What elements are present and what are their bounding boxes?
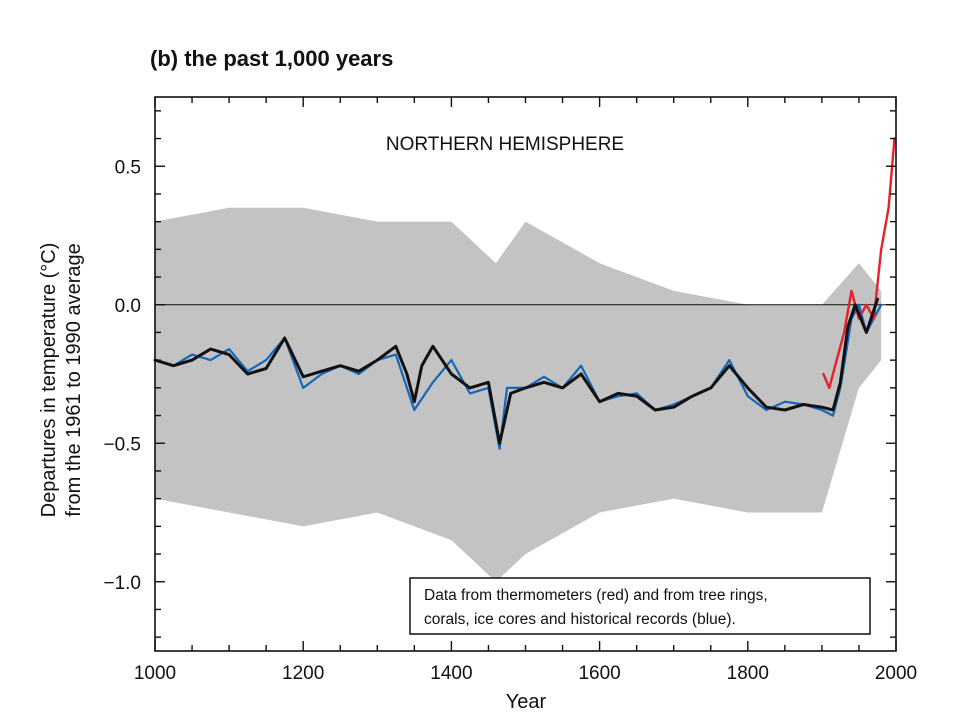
y-tick-label: 0.0: [115, 296, 141, 317]
uncertainty-band-layer: [155, 207, 882, 582]
y-axis-title-line-1: Departures in temperature (°C): [38, 243, 60, 518]
y-tick-label: −0.5: [103, 434, 141, 455]
x-tick-label: 2000: [875, 663, 917, 684]
x-axis-title: Year: [506, 691, 547, 713]
uncertainty-band: [155, 207, 882, 582]
x-tick-label: 1600: [578, 663, 620, 684]
legend-box: [409, 577, 871, 635]
x-tick-label: 1400: [430, 663, 472, 684]
smoothed-series-line: [153, 297, 879, 445]
x-tick-label: 1000: [134, 663, 176, 684]
region-annotation: NORTHERN HEMISPHERE: [386, 134, 624, 155]
legend: Data from thermometers (red) and from tr…: [409, 577, 871, 635]
series-layer: [153, 137, 896, 450]
thermometer-series-line: [822, 137, 896, 390]
axes-layer: 1000 1200 1400 1600 1800 2000 0.5 0.0 −0.5 −1.0: [103, 96, 917, 684]
chart-title: (b) the past 1,000 years: [150, 46, 394, 71]
y-tick-label: −1.0: [103, 573, 141, 594]
proxy-series-line: [153, 303, 883, 450]
legend-line-2: corals, ice cores and historical records…: [424, 611, 736, 628]
legend-line-1: Data from thermometers (red) and from tr…: [424, 587, 768, 604]
x-tick-label: 1800: [727, 663, 769, 684]
x-tick-label: 1200: [282, 663, 324, 684]
y-axis-title-line-2: from the 1961 to 1990 average: [63, 243, 85, 517]
y-tick-label: 0.5: [115, 157, 141, 178]
